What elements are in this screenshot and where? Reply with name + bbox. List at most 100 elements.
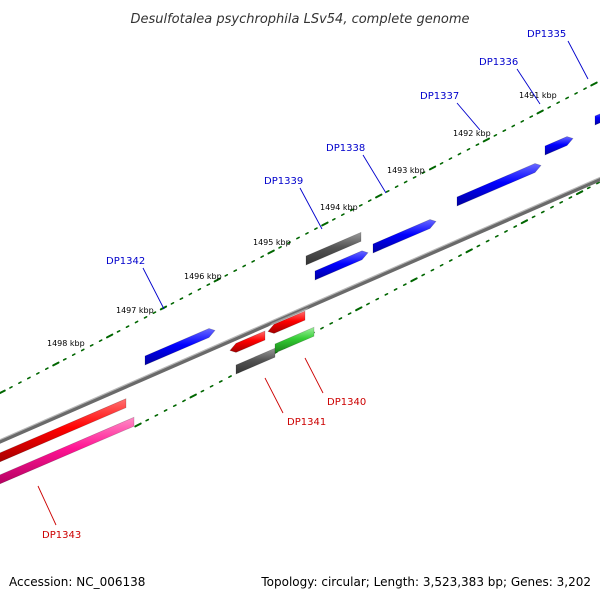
minor-tick bbox=[134, 320, 139, 324]
minor-tick bbox=[494, 234, 499, 238]
gene-label-dp1339[interactable]: DP1339 bbox=[264, 176, 303, 187]
minor-tick bbox=[320, 326, 324, 330]
minor-tick bbox=[338, 317, 343, 320]
gene-leader-line bbox=[456, 102, 481, 131]
gene-leader-line bbox=[142, 267, 165, 310]
major-tick bbox=[590, 81, 598, 87]
gene-leader-line bbox=[37, 485, 57, 526]
minor-tick bbox=[188, 292, 193, 296]
minor-tick bbox=[154, 413, 159, 417]
minor-tick bbox=[228, 375, 232, 379]
major-tick bbox=[410, 277, 418, 283]
major-tick bbox=[52, 361, 60, 367]
minor-tick bbox=[366, 302, 370, 306]
major-tick bbox=[355, 306, 363, 312]
minor-tick bbox=[206, 283, 211, 287]
minor-tick bbox=[529, 115, 534, 118]
genome-summary-text: Topology: circular; Length: 3,523,383 bp… bbox=[261, 575, 591, 589]
minor-tick bbox=[402, 283, 407, 287]
minor-tick bbox=[430, 268, 435, 272]
minor-tick bbox=[251, 259, 255, 263]
gene-label-dp1338[interactable]: DP1338 bbox=[326, 143, 365, 154]
minor-tick bbox=[26, 376, 31, 380]
minor-tick bbox=[550, 205, 554, 209]
minor-tick bbox=[583, 87, 587, 90]
gene-label-dp1342[interactable]: DP1342 bbox=[106, 256, 145, 267]
minor-tick bbox=[331, 218, 336, 221]
scale-label: 1493 kbp bbox=[387, 166, 425, 175]
minor-tick bbox=[574, 92, 578, 95]
minor-tick bbox=[182, 399, 186, 403]
gene-leader-line bbox=[299, 187, 323, 230]
gene-label-dp1337[interactable]: DP1337 bbox=[420, 91, 459, 102]
minor-tick bbox=[565, 96, 570, 100]
minor-tick bbox=[403, 180, 408, 184]
minor-tick bbox=[367, 199, 372, 202]
gene-bar-dp1342 bbox=[144, 321, 219, 366]
scale-label: 1491 kbp bbox=[519, 91, 557, 100]
scale-labels: 1498 kbp 1497 kbp 1496 kbp 1495 kbp 1494 kbp… bbox=[47, 91, 557, 348]
gene-bar-dp1341 bbox=[235, 344, 279, 375]
minor-tick bbox=[170, 301, 175, 305]
minor-tick bbox=[457, 152, 462, 156]
minor-tick bbox=[421, 171, 426, 174]
minor-tick bbox=[385, 190, 390, 193]
gene-bar-dp1336 bbox=[544, 129, 577, 156]
gene-label-dp1343[interactable]: DP1343 bbox=[42, 530, 81, 541]
gene-bar-dp1340 bbox=[229, 326, 269, 353]
minor-tick bbox=[125, 325, 130, 329]
minor-tick bbox=[540, 210, 545, 214]
scale-label: 1497 kbp bbox=[116, 306, 154, 315]
minor-tick bbox=[349, 208, 354, 212]
minor-tick bbox=[493, 134, 498, 137]
minor-tick bbox=[296, 236, 300, 240]
minor-tick bbox=[224, 273, 229, 277]
minor-tick bbox=[511, 124, 516, 128]
minor-tick bbox=[80, 348, 85, 352]
minor-tick bbox=[233, 269, 238, 273]
minor-tick bbox=[531, 215, 536, 219]
minor-tick bbox=[179, 297, 184, 301]
minor-tick bbox=[278, 246, 282, 249]
scale-label: 1496 kbp bbox=[184, 272, 222, 281]
minor-tick bbox=[458, 254, 462, 258]
minor-tick bbox=[347, 312, 352, 316]
gene-label-dp1336[interactable]: DP1336 bbox=[479, 57, 518, 68]
gene-leader-line bbox=[567, 40, 589, 80]
gene-leader-line bbox=[264, 377, 284, 414]
gene-label-dp1340[interactable]: DP1340 bbox=[327, 397, 366, 408]
minor-tick bbox=[35, 371, 40, 375]
minor-tick bbox=[384, 292, 389, 296]
minor-tick bbox=[242, 264, 246, 268]
map-title: Desulfotalea psychrophila LSv54, complet… bbox=[130, 12, 469, 27]
minor-tick bbox=[287, 241, 291, 244]
minor-tick bbox=[89, 343, 94, 347]
minor-tick bbox=[448, 157, 453, 160]
major-tick bbox=[536, 109, 544, 115]
minor-tick bbox=[98, 339, 103, 343]
major-tick bbox=[482, 137, 490, 143]
gene-label-dp1341[interactable]: DP1341 bbox=[287, 417, 326, 428]
minor-tick bbox=[172, 404, 177, 408]
gene-bar-dp1339 bbox=[314, 244, 372, 281]
gene-bar-dp1338 bbox=[372, 212, 440, 254]
minor-tick bbox=[260, 255, 265, 259]
minor-tick bbox=[502, 129, 507, 132]
major-tick bbox=[321, 221, 329, 227]
accession-text: Accession: NC_006138 bbox=[9, 575, 146, 589]
gene-leader-line bbox=[304, 357, 324, 394]
gene-bar-gray-forward bbox=[305, 228, 365, 266]
minor-tick bbox=[218, 380, 223, 383]
gene-label-dp1335[interactable]: DP1335 bbox=[527, 29, 566, 40]
minor-tick bbox=[18, 381, 22, 385]
minor-tick bbox=[305, 232, 309, 235]
minor-tick bbox=[145, 418, 150, 422]
minor-tick bbox=[163, 409, 168, 412]
minor-tick bbox=[200, 389, 205, 393]
gene-bar-dp1343 bbox=[0, 394, 130, 463]
minor-tick bbox=[439, 263, 444, 267]
minor-tick bbox=[475, 143, 480, 146]
gene-bar-dp1337 bbox=[456, 156, 545, 207]
minor-tick bbox=[504, 230, 508, 233]
